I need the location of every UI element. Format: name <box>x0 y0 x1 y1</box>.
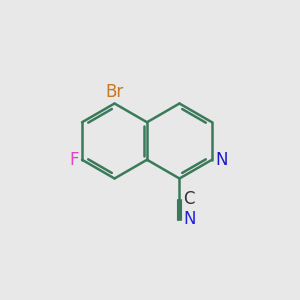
Text: N: N <box>183 210 196 228</box>
Text: N: N <box>216 151 228 169</box>
Text: F: F <box>69 151 78 169</box>
Text: Br: Br <box>105 82 124 100</box>
Text: C: C <box>183 190 195 208</box>
